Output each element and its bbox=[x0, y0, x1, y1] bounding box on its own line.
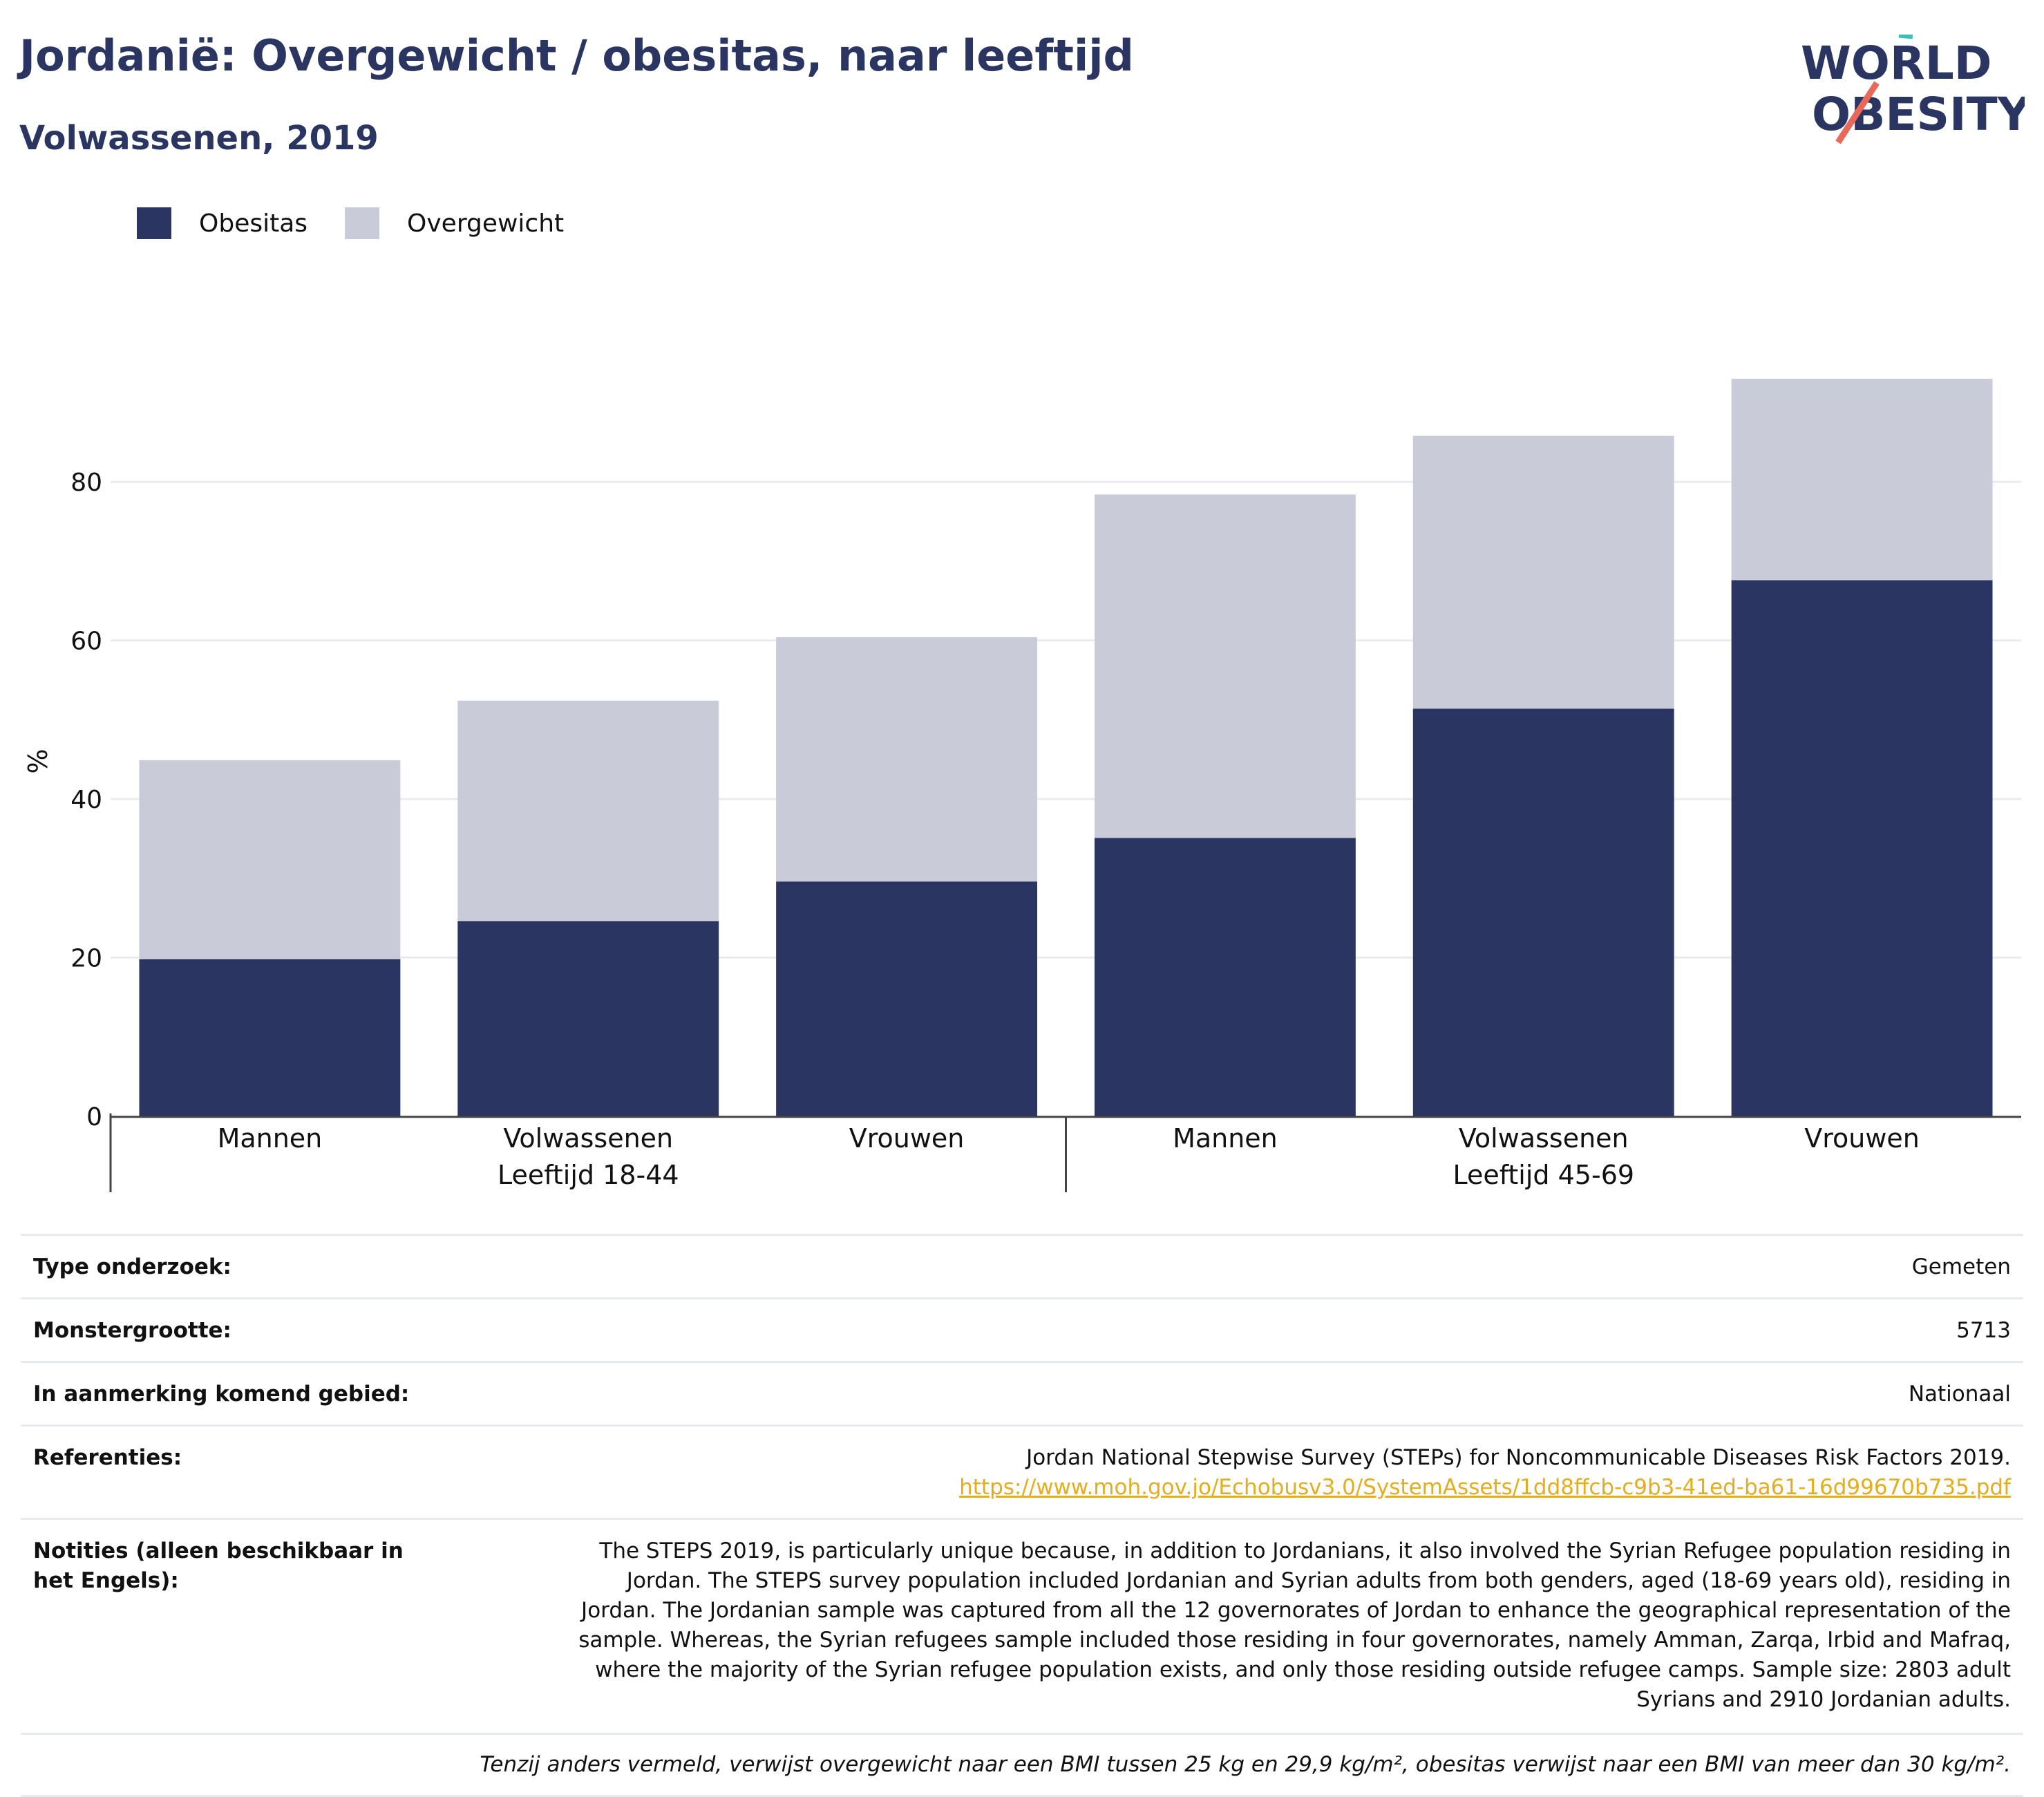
info-value: Gemeten bbox=[1911, 1254, 2011, 1279]
x-tick-label: Volwassenen bbox=[1459, 1123, 1629, 1154]
bar-overgewicht bbox=[457, 700, 719, 921]
info-label: Type onderzoek: bbox=[33, 1254, 231, 1279]
reference-text: Jordan National Stepwise Survey (STEPs) … bbox=[1026, 1445, 2011, 1470]
x-tick-label: Mannen bbox=[218, 1123, 323, 1154]
x-group-label: Leeftijd 45-69 bbox=[1452, 1160, 1634, 1190]
info-label: Referenties: bbox=[33, 1445, 182, 1470]
legend-label-overgewicht: Overgewicht bbox=[407, 209, 565, 238]
info-value: The STEPS 2019, is particularly unique b… bbox=[578, 1539, 2011, 1712]
legend-swatch-obesitas bbox=[137, 207, 171, 239]
bar-obesitas bbox=[1731, 580, 1993, 1116]
info-value: Nationaal bbox=[1908, 1382, 2011, 1406]
info-row-references: Referenties: Jordan National Stepwise Su… bbox=[21, 1424, 2023, 1518]
x-tick-label: Vrouwen bbox=[1804, 1123, 1920, 1154]
logo-line1: WORLD bbox=[1801, 37, 1992, 90]
world-obesity-logo: WORLD OBESITY bbox=[1801, 35, 2025, 144]
bar-obesitas bbox=[1412, 708, 1674, 1116]
info-row-notes: Notities (alleen beschikbaar in het Enge… bbox=[21, 1518, 2023, 1733]
info-row-sample: Monstergrootte: 5713 bbox=[21, 1297, 2023, 1361]
bar-overgewicht bbox=[1731, 379, 1993, 581]
x-tick-label: Volwassenen bbox=[503, 1123, 673, 1154]
info-value: 5713 bbox=[1956, 1318, 2011, 1343]
y-axis-label: % bbox=[23, 749, 53, 773]
footnote: Tenzij anders vermeld, verwijst overgewi… bbox=[21, 1733, 2023, 1797]
stacked-bar-chart: 0 20 40 60 80% Mannen Volwassenen Vrouwen Mannen… bbox=[23, 379, 2021, 1192]
legend-label-obesitas: Obesitas bbox=[199, 209, 308, 238]
info-label: Monstergrootte: bbox=[33, 1318, 231, 1343]
reference-link[interactable]: https://www.moh.gov.jo/Echobusv3.0/Syste… bbox=[959, 1475, 2011, 1500]
y-tick-label: 40 bbox=[70, 786, 102, 814]
legend-swatch-overgewicht bbox=[345, 207, 380, 239]
bar-overgewicht bbox=[139, 760, 401, 959]
bar-obesitas bbox=[776, 881, 1038, 1116]
legend-item-obesitas[interactable]: Obesitas bbox=[137, 207, 307, 239]
info-row-area: In aanmerking komend gebied: Nationaal bbox=[21, 1361, 2023, 1424]
x-tick-label: Vrouwen bbox=[849, 1123, 965, 1154]
info-row-type: Type onderzoek: Gemeten bbox=[21, 1234, 2023, 1297]
legend-item-overgewicht[interactable]: Overgewicht bbox=[345, 207, 564, 239]
x-group-label: Leeftijd 18-44 bbox=[498, 1160, 679, 1190]
info-label: In aanmerking komend gebied: bbox=[33, 1382, 410, 1406]
logo-slash-top bbox=[1898, 35, 1913, 39]
logo-slash-bottom bbox=[1835, 81, 1880, 144]
bar-overgewicht bbox=[1094, 494, 1356, 838]
page-title: Jordanië: Overgewicht / obesitas, naar l… bbox=[19, 30, 1134, 81]
x-tick-label: Mannen bbox=[1173, 1123, 1278, 1154]
y-tick-label: 60 bbox=[70, 628, 102, 656]
info-value: Jordan National Stepwise Survey (STEPs) … bbox=[489, 1443, 2011, 1503]
bar-obesitas bbox=[139, 959, 401, 1116]
y-tick-label: 0 bbox=[86, 1103, 102, 1131]
y-tick-label: 80 bbox=[70, 469, 102, 497]
chart-legend: Obesitas Overgewicht bbox=[137, 207, 601, 239]
y-tick-label: 20 bbox=[70, 945, 102, 973]
bar-overgewicht bbox=[776, 637, 1038, 882]
info-table: Type onderzoek: Gemeten Monstergrootte: … bbox=[21, 1234, 2023, 1797]
bar-overgewicht bbox=[1412, 435, 1674, 709]
bar-obesitas bbox=[1094, 838, 1356, 1116]
bar-obesitas bbox=[457, 921, 719, 1116]
page-subtitle: Volwassenen, 2019 bbox=[19, 119, 379, 158]
info-label: Notities (alleen beschikbaar in het Enge… bbox=[33, 1539, 404, 1593]
